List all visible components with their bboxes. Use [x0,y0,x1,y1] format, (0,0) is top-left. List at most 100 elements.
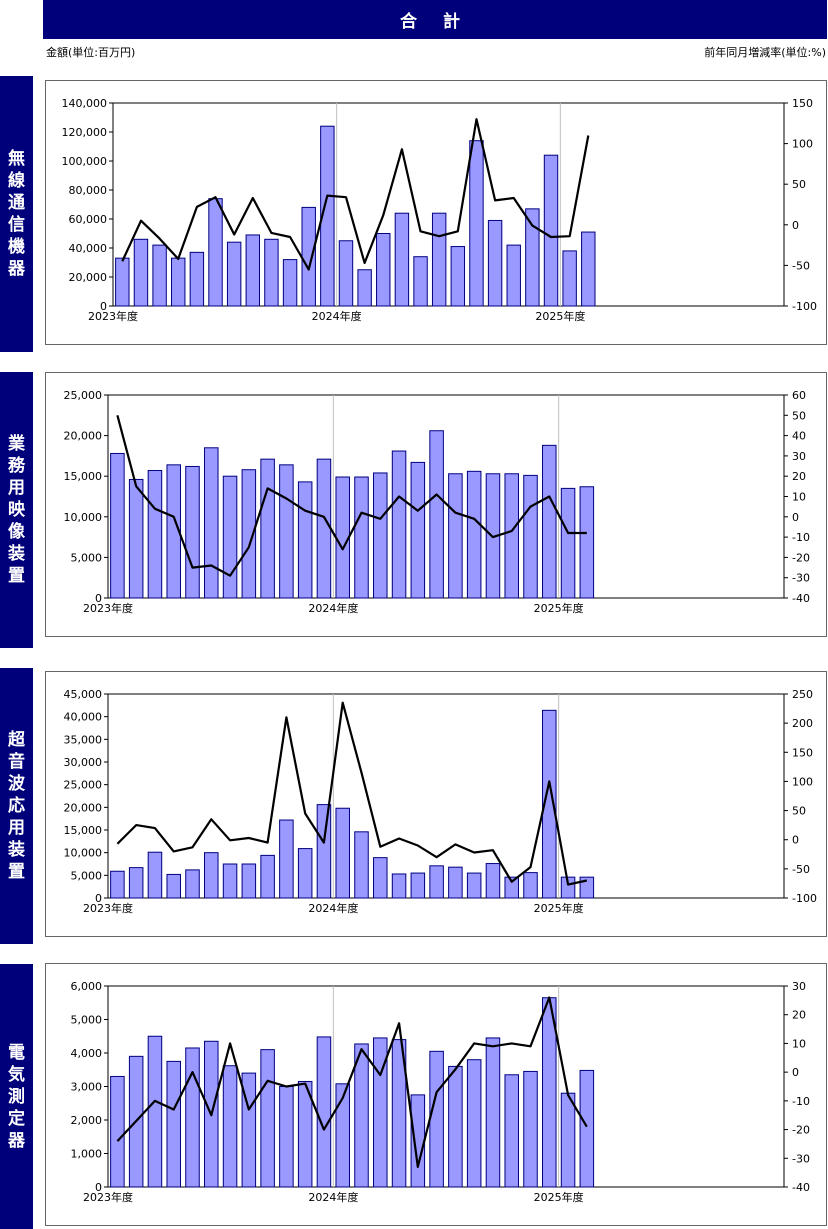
side-label-char: 装 [8,544,25,564]
bar [226,241,242,307]
bar [171,257,186,307]
y2-tick-label: 0 [792,511,799,524]
y-tick-label: 15,000 [64,470,103,483]
page-title: 合 計 [43,0,827,39]
side-label-char: 務 [8,456,25,476]
bar [485,863,501,899]
bar [279,819,294,899]
bar [448,866,463,899]
bar [282,259,298,307]
bar [562,250,577,307]
side-label-char: 映 [8,500,25,520]
y-tick-label: 40,000 [69,242,108,255]
bar [320,125,335,307]
bar [128,478,144,599]
y-tick-label: 120,000 [62,126,108,139]
y-tick-label: 5,000 [71,551,103,564]
side-label-char: 置 [8,566,25,586]
y2-tick-label: 10 [792,491,806,504]
bar [504,1074,519,1188]
y-tick-label: 35,000 [64,733,103,746]
bar [450,246,466,307]
bar [354,1043,369,1188]
bar [260,458,275,599]
bar [110,1075,125,1188]
bar [391,1039,407,1188]
y2-tick-label: -40 [792,592,810,605]
bar [506,244,521,307]
bar [504,876,519,899]
side-label-char: 器 [8,1130,25,1151]
bar [542,709,557,899]
bar [579,486,595,599]
bar [208,198,223,307]
rate-line [121,118,590,271]
y-tick-label: 30,000 [64,756,103,769]
side-label-char: 音 [8,752,25,772]
x-axis-label: 2025年度 [535,309,585,323]
rate-line [116,415,587,577]
y2-tick-label: 100 [792,138,813,151]
x-axis-label: 2025年度 [534,901,584,915]
bar [297,848,313,899]
bar [391,450,407,599]
y-tick-label: 6,000 [71,980,103,993]
side-label-ultrasonic: 超音波応用装置 [0,668,33,944]
side-label-char: 超 [8,730,25,750]
y2-tick-label: -30 [792,572,810,585]
y-tick-label: 5,000 [71,1014,103,1027]
y2-tick-label: 50 [792,178,806,191]
bar [222,1065,238,1188]
bar [166,1060,181,1188]
bar [410,872,426,899]
amount-unit-note: 金額(単位:百万円) [46,46,136,59]
bar [448,473,463,599]
x-axis-label: 2024年度 [308,901,358,915]
y-tick-label: 100,000 [62,155,108,168]
bar [560,1092,576,1188]
x-axis-label: 2023年度 [83,601,133,615]
side-label-char: 線 [8,171,25,191]
bar [147,470,163,599]
side-label-wireless: 無線通信機器 [0,76,33,352]
plot-area [112,102,785,307]
y2-tick-label: -100 [792,300,817,313]
side-label-char: 機 [8,237,25,257]
bar [429,865,444,899]
y-tick-label: 20,000 [69,271,108,284]
bar [316,804,332,899]
bar [523,1070,538,1188]
bar [222,863,238,899]
bar [264,238,279,307]
y2-tick-label: 50 [792,805,806,818]
bar [222,475,238,599]
bar [297,1080,313,1188]
bar [147,1035,163,1188]
bar [579,876,595,899]
bar [354,476,369,599]
y2-tick-label: 0 [792,219,799,232]
bar [394,212,410,307]
x-axis-label: 2023年度 [83,1190,133,1204]
x-axis-label: 2025年度 [534,601,584,615]
side-label-char: 装 [8,840,25,860]
y2-tick-label: 100 [792,775,813,788]
bar [579,1069,595,1188]
bar [128,867,144,899]
side-label-char: 定 [8,1108,25,1129]
bar [429,1050,444,1188]
bar [185,465,200,599]
y2-tick-label: 40 [792,430,806,443]
bar [185,1047,200,1188]
y-tick-label: 3,000 [71,1081,103,1094]
x-axis-label: 2023年度 [83,901,133,915]
y2-tick-label: -50 [792,863,810,876]
bar [260,1049,275,1188]
y-tick-label: 4,000 [71,1047,103,1060]
side-label-char: 通 [8,193,25,213]
bar [560,876,576,899]
bar [357,269,372,307]
chart-panel-video: 25,000 20,000 15,000 10,000 5,000 0 60 50 40 30 20… [45,372,827,637]
side-label-char: 測 [8,1086,25,1107]
bar [560,487,576,599]
